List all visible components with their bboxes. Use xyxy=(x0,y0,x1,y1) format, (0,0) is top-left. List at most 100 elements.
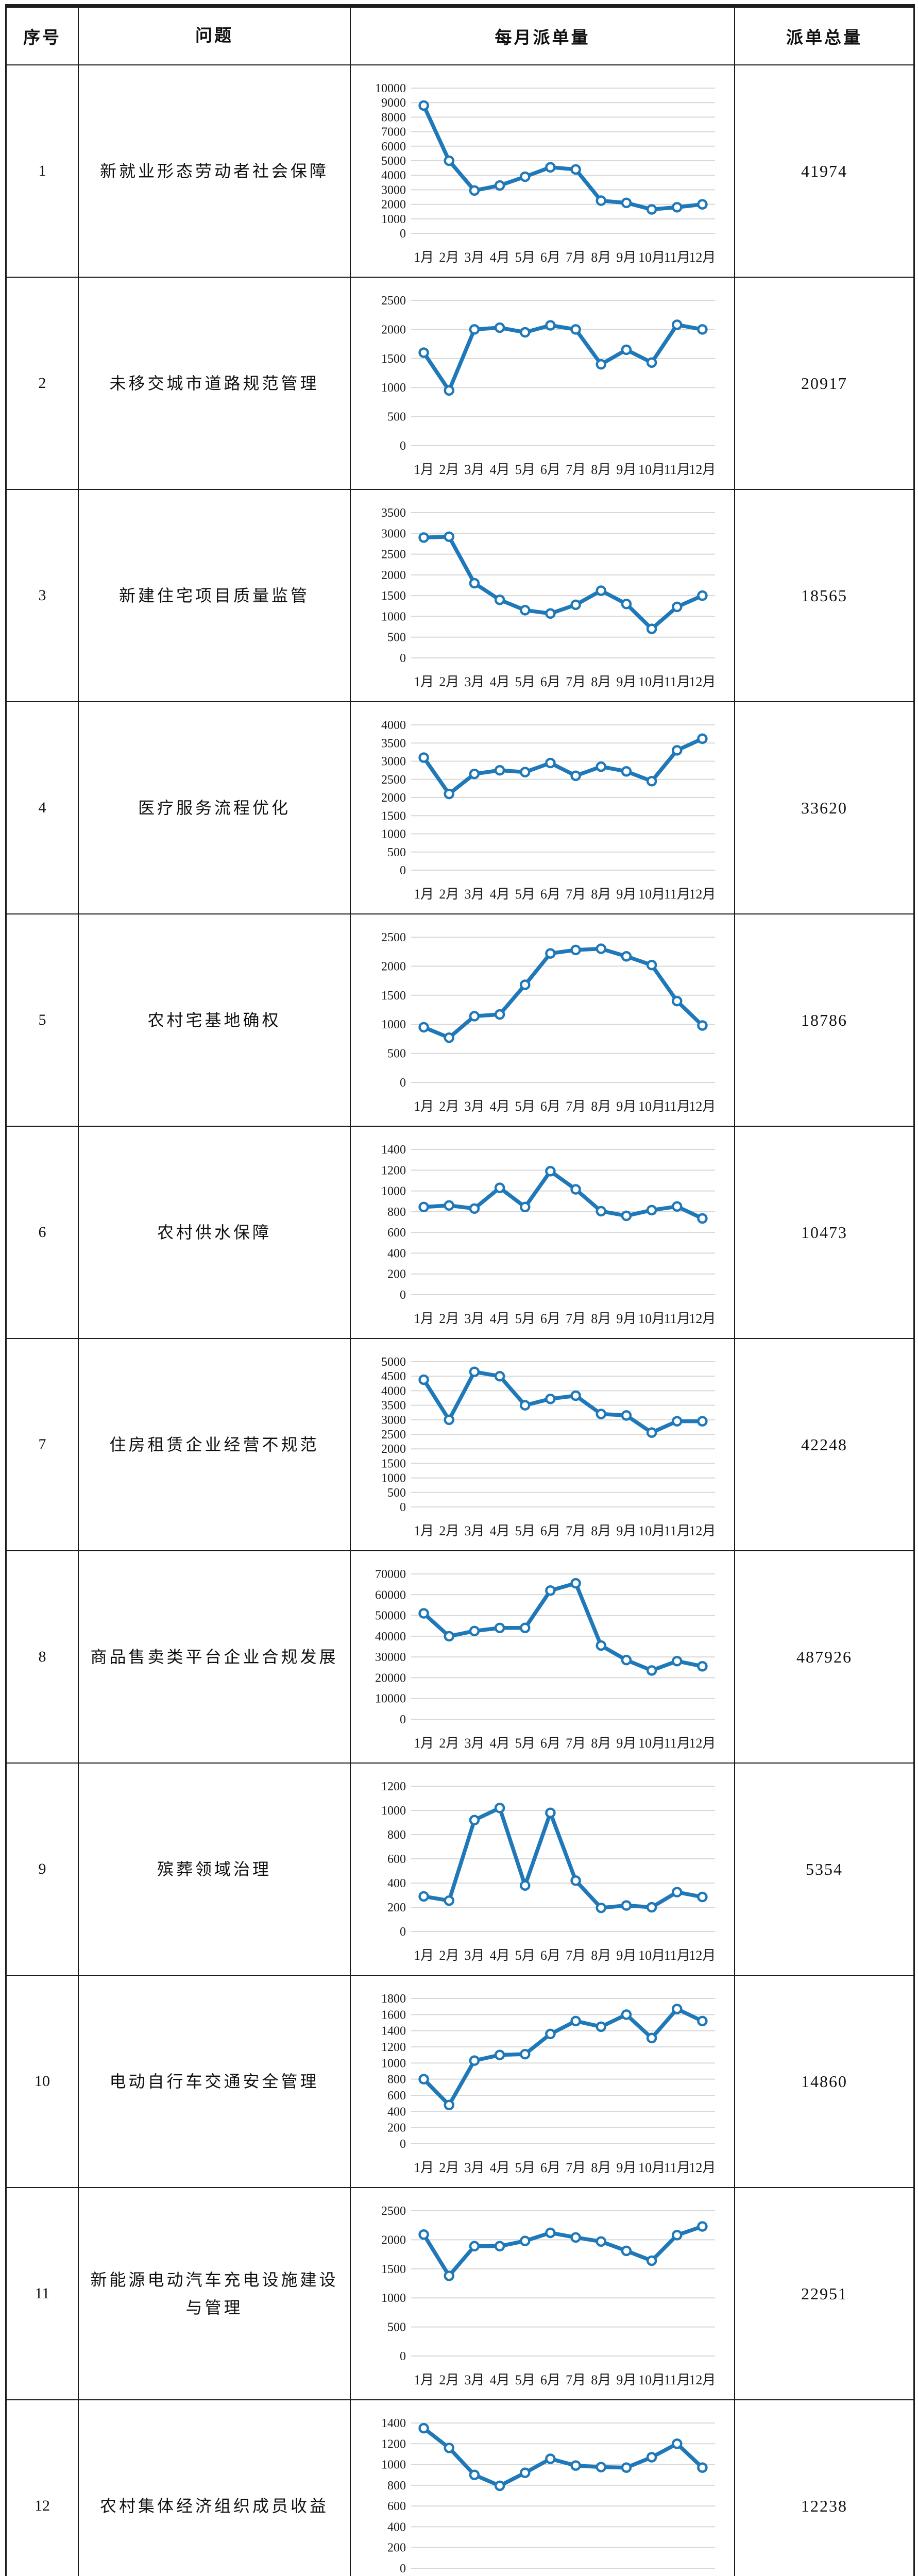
y-axis-tick-label: 800 xyxy=(387,2479,406,2492)
table-row: 1 新就业形态劳动者社会保障 0 1000 2000 3000 4000 5000 6000 70… xyxy=(7,65,913,278)
y-axis-tick-label: 600 xyxy=(387,1853,406,1866)
y-axis-tick-label: 1000 xyxy=(381,1184,406,1198)
chart-cell: 0 500 1000 1500 2000 2500 1月 2月 3月 4月 5月 6月 7月 8月 9月 10… xyxy=(351,278,735,490)
y-axis-tick-label: 1200 xyxy=(381,1780,406,1793)
monthly-dispatch-chart: 0 500 1000 1500 2000 2500 1月 2月 3月 4月 5月 6月 7月 8月 9月 10… xyxy=(381,2205,716,2387)
row-index: 3 xyxy=(7,490,79,702)
dispatch-table: 序号 问题 每月派单量 派单总量 1 新就业形态劳动者社会保障 0 1000 2000 3… xyxy=(5,4,915,2576)
x-axis-month-label: 6月 xyxy=(540,1948,560,1963)
issue-label: 殡葬领域治理 xyxy=(79,1764,351,1976)
y-axis-tick-label: 400 xyxy=(387,2520,406,2534)
y-axis-tick-label: 1000 xyxy=(381,1471,406,1485)
y-axis-tick-label: 800 xyxy=(387,1828,406,1842)
total-value: 12238 xyxy=(735,2400,913,2576)
chart-cell: 0 200 400 600 800 1000 1200 1400 1月 2月 3月 4月 5月 6月 7月 8… xyxy=(351,1127,735,1339)
y-axis-tick-label: 0 xyxy=(400,439,406,453)
x-axis-month-label: 10月 xyxy=(638,1948,665,1963)
x-axis-month-label: 12月 xyxy=(689,1099,716,1114)
y-axis-tick-label: 200 xyxy=(387,2541,406,2554)
y-axis-tick-label: 1200 xyxy=(381,1164,406,1177)
y-axis-tick-label: 200 xyxy=(387,2121,406,2134)
y-axis-tick-label: 20000 xyxy=(375,1671,406,1685)
issue-label: 商品售卖类平台企业合规发展 xyxy=(79,1551,351,1764)
chart-cell: 0 10000 20000 30000 40000 50000 60000 70000 1月 2月… xyxy=(351,1551,735,1764)
x-axis-month-label: 12月 xyxy=(689,2372,716,2387)
y-axis-tick-label: 200 xyxy=(387,1901,406,1914)
y-axis-tick-label: 10000 xyxy=(375,1692,406,1705)
table-body: 1 新就业形态劳动者社会保障 0 1000 2000 3000 4000 5000 6000 70… xyxy=(7,65,913,2576)
x-axis-month-label: 7月 xyxy=(566,1311,586,1326)
y-axis-tick-label: 1500 xyxy=(381,1457,406,1470)
y-axis-tick-label: 0 xyxy=(400,227,406,241)
x-axis-month-label: 3月 xyxy=(464,250,484,265)
x-axis-month-label: 3月 xyxy=(464,1099,484,1114)
monthly-dispatch-chart: 0 500 1000 1500 2000 2500 1月 2月 3月 4月 5月 6月 7月 8月 9月 10… xyxy=(381,931,716,1114)
total-value: 5354 xyxy=(735,1764,913,1976)
total-value: 20917 xyxy=(735,278,913,490)
total-value: 41974 xyxy=(735,65,913,278)
x-axis-month-label: 8月 xyxy=(591,2160,611,2175)
y-axis-tick-label: 1500 xyxy=(381,809,406,823)
x-axis-month-label: 7月 xyxy=(566,887,586,902)
x-axis-month-label: 6月 xyxy=(540,2372,560,2387)
x-axis-month-label: 8月 xyxy=(591,250,611,265)
monthly-dispatch-chart: 0 500 1000 1500 2000 2500 3000 3500 4000 1月 2月 3月 4月… xyxy=(381,719,716,902)
x-axis-month-label: 2月 xyxy=(439,250,459,265)
y-axis-tick-label: 1000 xyxy=(381,381,406,395)
x-axis-month-label: 7月 xyxy=(566,2160,586,2175)
table-header-row: 序号 问题 每月派单量 派单总量 xyxy=(7,8,913,65)
total-value: 10473 xyxy=(735,1127,913,1339)
x-axis-month-label: 10月 xyxy=(638,2372,665,2387)
x-axis-month-label: 10月 xyxy=(638,250,665,265)
x-axis-month-label: 6月 xyxy=(540,1311,560,1326)
x-axis-month-label: 11月 xyxy=(664,1099,690,1114)
table-row: 7 住房租赁企业经营不规范 0 500 1000 1500 2000 2500 3000 3500… xyxy=(7,1339,913,1551)
x-axis-month-label: 1月 xyxy=(414,2372,434,2387)
x-axis-month-label: 10月 xyxy=(638,1311,665,1326)
x-axis-month-label: 1月 xyxy=(414,2160,434,2175)
y-axis-tick-label: 3500 xyxy=(381,737,406,750)
y-axis-tick-label: 1000 xyxy=(381,212,406,226)
x-axis-month-label: 4月 xyxy=(490,462,510,477)
x-axis-month-label: 12月 xyxy=(689,887,716,902)
x-axis-month-label: 11月 xyxy=(664,2160,690,2175)
x-axis-month-label: 9月 xyxy=(616,1523,636,1538)
x-axis-month-label: 2月 xyxy=(439,887,459,902)
x-axis-month-label: 1月 xyxy=(414,462,434,477)
x-axis-month-label: 9月 xyxy=(616,674,636,689)
x-axis-month-label: 5月 xyxy=(515,1099,535,1114)
x-axis-month-label: 10月 xyxy=(638,462,665,477)
y-axis-tick-label: 200 xyxy=(387,1267,406,1281)
y-axis-tick-label: 0 xyxy=(400,1076,406,1090)
chart-cell: 0 200 400 600 800 1000 1200 1400 1600 1800 1月 2月 3月 4… xyxy=(351,1976,735,2188)
x-axis-month-label: 1月 xyxy=(414,1311,434,1326)
y-axis-tick-label: 1500 xyxy=(381,589,406,603)
y-axis-tick-label: 600 xyxy=(387,1226,406,1240)
y-axis-tick-label: 2500 xyxy=(381,548,406,561)
y-axis-tick-label: 0 xyxy=(400,1713,406,1726)
y-axis-tick-label: 400 xyxy=(387,2105,406,2119)
y-axis-tick-label: 1200 xyxy=(381,2437,406,2451)
x-axis-month-label: 9月 xyxy=(616,1736,636,1751)
header-monthly: 每月派单量 xyxy=(351,8,735,65)
x-axis-month-label: 11月 xyxy=(664,674,690,689)
x-axis-month-label: 3月 xyxy=(464,674,484,689)
y-axis-tick-label: 5000 xyxy=(381,1355,406,1369)
x-axis-month-label: 5月 xyxy=(515,1523,535,1538)
x-axis-month-label: 5月 xyxy=(515,1311,535,1326)
issue-label: 农村集体经济组织成员收益 xyxy=(79,2400,351,2576)
issue-label: 住房租赁企业经营不规范 xyxy=(79,1339,351,1551)
y-axis-tick-label: 1000 xyxy=(381,1804,406,1818)
x-axis-month-label: 4月 xyxy=(490,1099,510,1114)
x-axis-month-label: 6月 xyxy=(540,250,560,265)
table-row: 12 农村集体经济组织成员收益 0 200 400 600 800 1000 1200 1400 1… xyxy=(7,2400,913,2576)
chart-cell: 0 500 1000 1500 2000 2500 1月 2月 3月 4月 5月 6月 7月 8月 9月 10… xyxy=(351,2188,735,2400)
x-axis-month-label: 1月 xyxy=(414,1948,434,1963)
total-value: 22951 xyxy=(735,2188,913,2400)
y-axis-tick-label: 1000 xyxy=(381,2292,406,2305)
total-value: 42248 xyxy=(735,1339,913,1551)
x-axis-month-label: 12月 xyxy=(689,1736,716,1751)
y-axis-tick-label: 2000 xyxy=(381,198,406,211)
issue-label: 新建住宅项目质量监管 xyxy=(79,490,351,702)
